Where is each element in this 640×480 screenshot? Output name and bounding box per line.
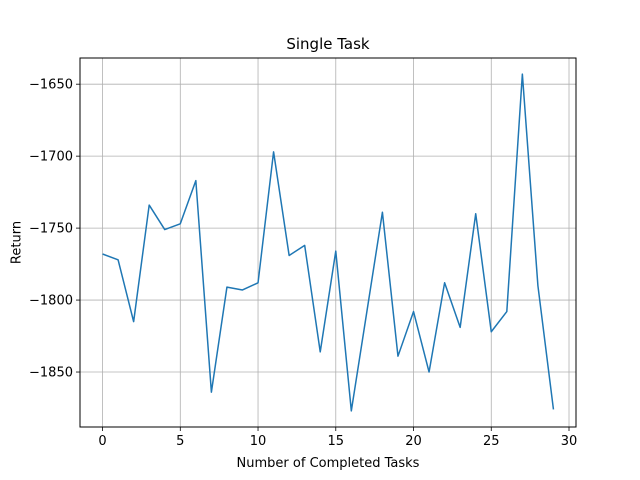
x-tick-label: 0 xyxy=(98,434,106,449)
x-tick-label: 5 xyxy=(176,434,184,449)
y-axis-label: Return xyxy=(10,221,25,264)
plot-frame xyxy=(79,57,577,428)
chart-title: Single Task xyxy=(286,35,370,53)
x-axis-label: Number of Completed Tasks xyxy=(237,456,420,471)
y-tick-label: −1850 xyxy=(29,366,73,381)
x-tick-label: 30 xyxy=(561,434,578,449)
axis-ticks: 0 5 10 15 20 25 30 −1850 −1800 −1750 −1700 −1650 xyxy=(29,78,577,449)
x-tick-label: 10 xyxy=(250,434,267,449)
x-tick-label: 20 xyxy=(405,434,422,449)
x-tick-label: 25 xyxy=(483,434,500,449)
y-tick-label: −1800 xyxy=(29,294,73,309)
series-layer xyxy=(102,73,555,412)
x-tick-label: 15 xyxy=(328,434,345,449)
y-tick-label: −1650 xyxy=(29,78,73,93)
y-tick-label: −1700 xyxy=(29,150,73,165)
series-line xyxy=(102,73,555,412)
y-tick-label: −1750 xyxy=(29,222,73,237)
